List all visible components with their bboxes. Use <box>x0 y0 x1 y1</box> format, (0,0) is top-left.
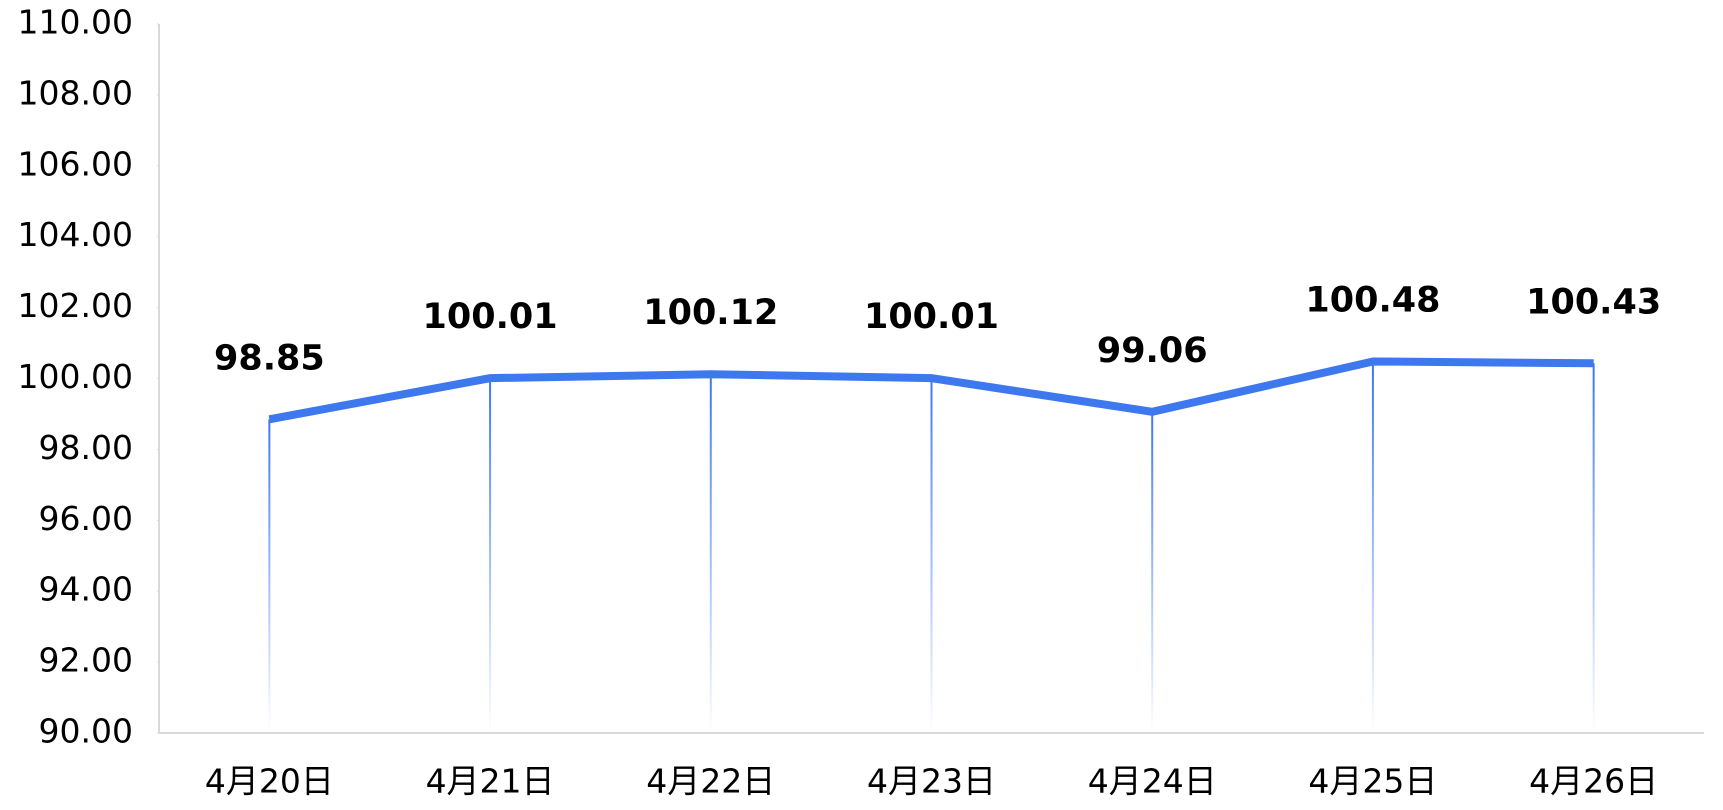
x-tick-label: 4月22日 <box>646 762 775 801</box>
drop-line <box>1371 361 1374 733</box>
data-label: 100.43 <box>1526 282 1661 322</box>
x-tick-label: 4月20日 <box>205 762 334 801</box>
y-tick-label: 96.00 <box>39 499 133 538</box>
data-label: 98.85 <box>214 338 325 378</box>
drop-line <box>1151 411 1154 733</box>
drop-line <box>709 374 712 733</box>
y-tick-label: 98.00 <box>39 428 133 467</box>
drop-line <box>489 378 492 733</box>
drop-line <box>1592 363 1595 733</box>
line <box>268 357 1594 424</box>
x-tick-label: 4月26日 <box>1529 762 1658 801</box>
data-label: 100.12 <box>643 293 778 333</box>
y-tick-label: 100.00 <box>18 357 133 396</box>
data-label: 100.01 <box>864 297 999 337</box>
x-tick-label: 4月24日 <box>1088 762 1217 801</box>
drop-line <box>930 378 933 733</box>
data-label: 99.06 <box>1097 331 1208 371</box>
drop-line <box>268 419 271 733</box>
data-label: 100.48 <box>1305 280 1440 320</box>
x-tick-label: 4月21日 <box>426 762 555 801</box>
y-tick-label: 102.00 <box>18 286 133 325</box>
y-tick-label: 90.00 <box>39 712 133 751</box>
x-tick-label: 4月25日 <box>1308 762 1437 801</box>
y-tick-label: 92.00 <box>39 641 133 680</box>
y-tick-label: 104.00 <box>18 215 133 254</box>
data-label: 100.01 <box>423 297 558 337</box>
y-tick-label: 106.00 <box>18 144 133 183</box>
y-tick-label: 94.00 <box>39 570 133 609</box>
y-tick-label: 108.00 <box>18 73 133 112</box>
y-tick-label: 110.00 <box>18 3 133 42</box>
x-tick-label: 4月23日 <box>867 762 996 801</box>
